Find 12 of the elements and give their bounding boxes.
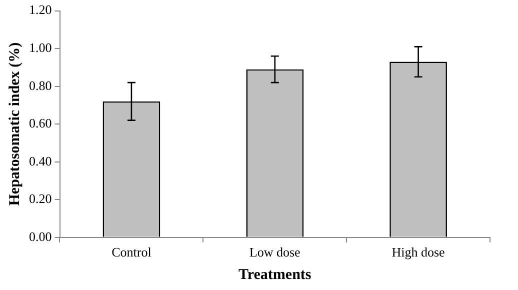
- y-tick-label: 0.20: [29, 191, 52, 206]
- x-axis-title: Treatments: [238, 266, 312, 283]
- x-tick-label: Low dose: [249, 244, 301, 260]
- y-tick-label: 0.00: [29, 228, 52, 244]
- y-tick-label: 1.00: [29, 40, 52, 55]
- y-tick-label: 0.80: [29, 78, 52, 93]
- y-tick-label: 1.20: [29, 2, 52, 18]
- y-tick-label: 0.40: [29, 153, 52, 168]
- x-tick-label: Control: [112, 244, 152, 260]
- y-axis-title: Hepatosomatic index (%): [6, 42, 23, 206]
- x-tick-label: High dose: [392, 244, 446, 260]
- y-tick-label: 0.60: [29, 116, 52, 131]
